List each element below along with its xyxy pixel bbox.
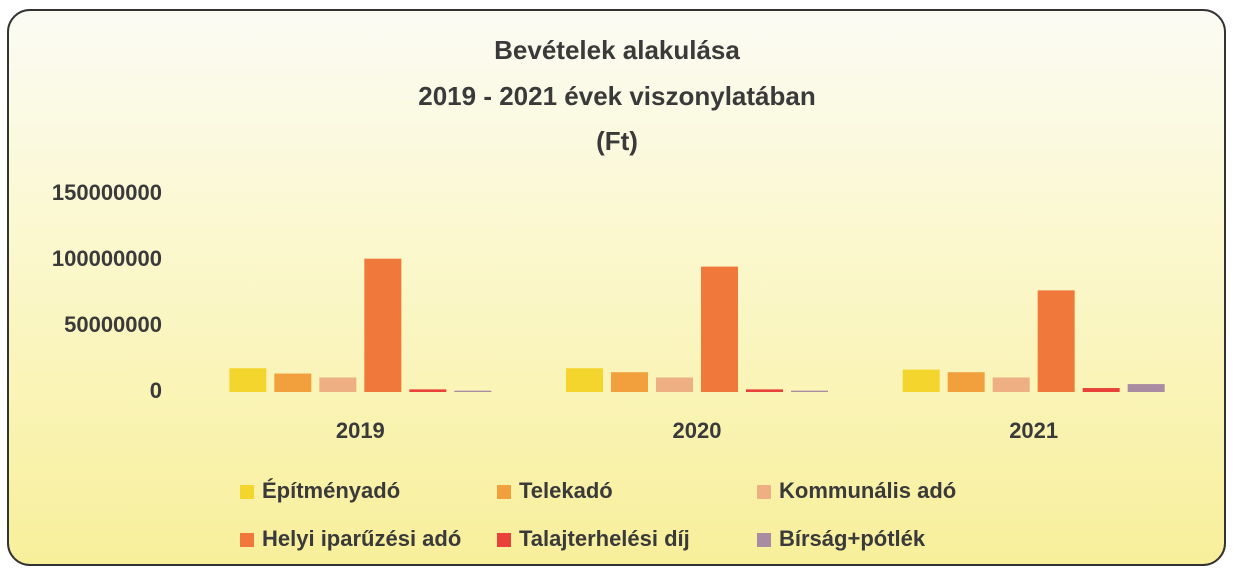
y-tick-label: 50000000 (64, 312, 162, 337)
bar (1082, 388, 1120, 392)
bar (566, 368, 603, 392)
legend-label: Talajterhelési díj (519, 526, 690, 551)
legend-label: Helyi iparűzési adó (262, 526, 461, 551)
y-tick-label: 0 (150, 378, 162, 403)
bar (1037, 290, 1075, 392)
legend-label: Építményadó (262, 478, 400, 503)
y-tick-label: 100000000 (52, 246, 162, 271)
legend-swatch (757, 485, 771, 499)
chart-title: Bevételek alakulása (494, 35, 740, 65)
bar (656, 377, 693, 392)
legend-label: Bírság+pótlék (779, 526, 926, 551)
bar (992, 377, 1030, 392)
legend-label: Kommunális adó (779, 478, 956, 503)
legend-swatch (757, 533, 771, 547)
legend-swatch (497, 485, 511, 499)
chart-frame (7, 9, 1226, 566)
bar (274, 373, 312, 392)
chart-title: (Ft) (596, 126, 638, 156)
bar (791, 390, 828, 392)
bar (454, 390, 492, 392)
bar (947, 372, 985, 392)
bar (319, 377, 357, 392)
x-tick-label: 2021 (1009, 418, 1058, 443)
bar (1127, 384, 1165, 392)
bar (409, 389, 447, 392)
legend-label: Telekadó (519, 478, 613, 503)
y-tick-label: 150000000 (52, 180, 162, 205)
legend-swatch (497, 533, 511, 547)
x-tick-label: 2019 (336, 418, 385, 443)
bar (364, 258, 402, 392)
bar (746, 389, 783, 392)
legend-swatch (240, 533, 254, 547)
bar (229, 368, 267, 392)
bar (701, 266, 738, 392)
bar (611, 372, 648, 392)
legend-swatch (240, 485, 254, 499)
bar (902, 369, 940, 392)
chart-title: 2019 - 2021 évek viszonylatában (418, 81, 815, 111)
x-tick-label: 2020 (673, 418, 722, 443)
